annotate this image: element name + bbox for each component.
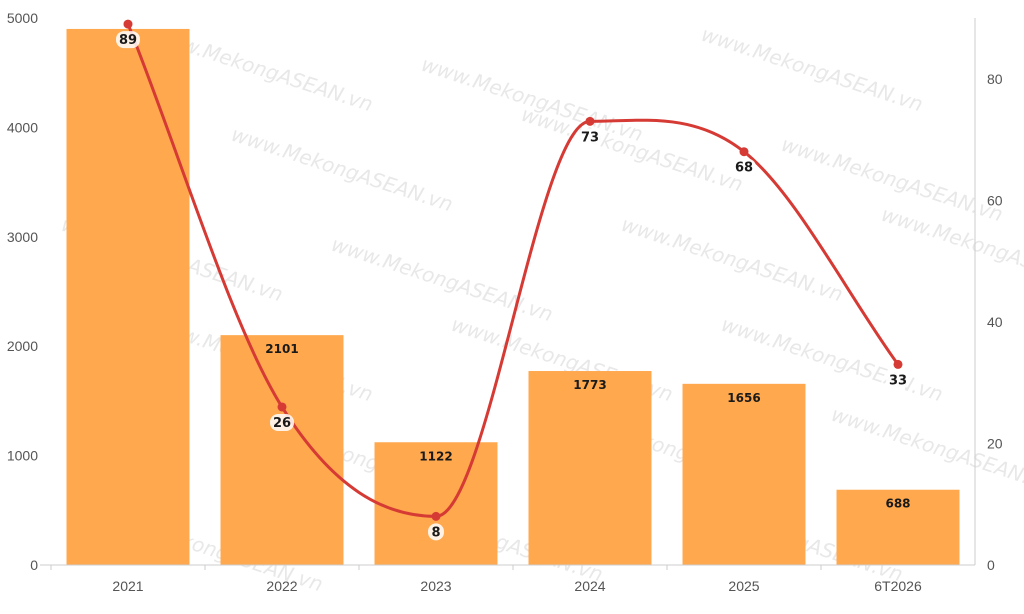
line-label-bg [732, 158, 756, 176]
right-tick-label: 40 [987, 314, 1003, 330]
line-data-label: 8 [431, 525, 440, 540]
watermark-text: www.MekongASEAN.vn [698, 22, 926, 116]
bar-data-label: 1656 [727, 391, 760, 405]
bar-data-label: 1122 [419, 449, 452, 463]
bar [220, 335, 344, 565]
bar [682, 383, 806, 565]
right-axis: 0 20 40 60 80 [987, 71, 1003, 573]
x-tick-label: 2021 [112, 578, 143, 594]
x-tick-label: 2025 [728, 578, 759, 594]
line-point [585, 116, 595, 126]
x-axis: 2021 2022 2023 2024 2025 6T2026 [50, 565, 922, 594]
line-point [739, 147, 749, 157]
bar-data-label: 688 [885, 497, 910, 511]
left-tick-label: 4000 [7, 119, 38, 135]
bar-data-label: 2101 [265, 342, 298, 356]
left-tick-label: 0 [30, 557, 38, 573]
line-label-bg [578, 128, 602, 146]
bar-label-group: 2101 1122 1773 1656 688 [265, 342, 910, 511]
bar [374, 442, 498, 565]
right-tick-label: 60 [987, 192, 1003, 208]
right-tick-label: 20 [987, 435, 1003, 451]
line-point [893, 359, 903, 369]
left-tick-label: 2000 [7, 338, 38, 354]
line-data-label: 73 [581, 130, 599, 145]
right-tick-label: 80 [987, 71, 1003, 87]
watermark-text: www.MekongASEAN.vn [618, 212, 846, 306]
line-series: 89 26 8 73 68 33 [116, 19, 910, 541]
watermark-text: www.MekongASEAN.vn [328, 232, 556, 326]
line-label-bg [886, 371, 910, 389]
line-data-label: 68 [735, 161, 753, 176]
left-tick-label: 1000 [7, 448, 38, 464]
line-point [277, 402, 287, 412]
x-tick-label: 6T2026 [874, 578, 922, 594]
bar-data-label: 1773 [573, 378, 606, 392]
bar [66, 28, 190, 565]
bar-series [66, 28, 960, 565]
left-tick-label: 5000 [7, 10, 38, 26]
line-data-label: 89 [119, 33, 137, 48]
line-point [123, 19, 133, 29]
right-tick-label: 0 [987, 557, 995, 573]
line-data-label: 33 [889, 373, 907, 388]
line-data-label: 26 [273, 416, 291, 431]
x-tick-label: 2023 [420, 578, 451, 594]
left-tick-label: 3000 [7, 229, 38, 245]
line-label-bg [270, 413, 294, 431]
bar [528, 371, 652, 565]
left-axis: 0 1000 2000 3000 4000 5000 [7, 10, 38, 573]
line-point [431, 511, 441, 521]
line-label-bg [116, 31, 140, 49]
watermark-text: www.MekongASEAN.vn [878, 202, 1024, 296]
x-tick-label: 2022 [266, 578, 297, 594]
line-label-bg [428, 523, 444, 541]
watermark-text: www.MekongASEAN.vn [228, 122, 456, 216]
line-path [126, 23, 900, 518]
x-tick-label: 2024 [574, 578, 605, 594]
bar [836, 489, 960, 565]
